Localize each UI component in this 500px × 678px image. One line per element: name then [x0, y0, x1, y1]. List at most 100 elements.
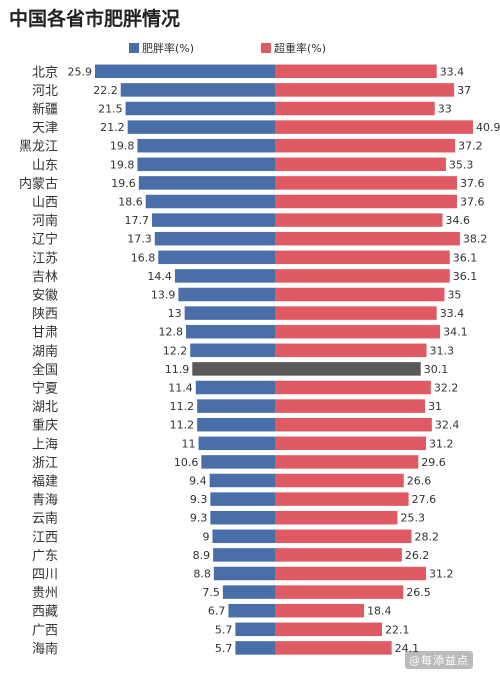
bar-overweight [275, 529, 412, 544]
bar-overweight [275, 64, 437, 79]
watermark: @每添益点 [405, 651, 473, 669]
data-label-overweight: 26.6 [407, 475, 432, 488]
data-label-obesity: 11.9 [165, 363, 190, 376]
bar-obesity [228, 603, 275, 618]
bar-overweight [275, 287, 445, 302]
data-label-obesity: 25.9 [68, 65, 93, 78]
bar-obesity [137, 157, 275, 172]
data-label-obesity: 7.5 [202, 586, 220, 599]
bar-obesity [151, 213, 275, 227]
data-label-obesity: 14.4 [147, 270, 172, 283]
bar-overweight [275, 641, 392, 655]
category-label: 河北 [32, 84, 58, 99]
data-label-obesity: 11.2 [170, 400, 195, 413]
bar-overweight [275, 492, 409, 506]
category-label: 甘肃 [32, 326, 58, 341]
data-label-obesity: 5.7 [215, 642, 233, 655]
data-label-overweight: 33.4 [440, 307, 465, 320]
data-label-overweight: 31 [428, 400, 442, 413]
bar-overweight [275, 176, 458, 190]
bar-obesity [174, 269, 275, 283]
category-label: 浙江 [32, 456, 58, 471]
data-label-overweight: 37.2 [458, 140, 483, 153]
data-label-obesity: 10.6 [174, 456, 199, 469]
category-label: 安徽 [32, 289, 58, 304]
bar-overweight [275, 585, 404, 599]
data-label-overweight: 31.2 [429, 437, 454, 450]
data-label-overweight: 29.6 [421, 456, 446, 469]
data-label-obesity: 8.8 [193, 568, 211, 581]
data-label-obesity: 9.4 [189, 475, 207, 488]
bar-obesity [195, 380, 275, 395]
data-label-obesity: 6.7 [208, 605, 226, 618]
data-label-obesity: 11.2 [170, 419, 195, 432]
data-label-overweight: 24.1 [395, 642, 420, 655]
data-label-obesity: 21.5 [98, 103, 123, 116]
category-label: 四川 [32, 568, 58, 583]
data-label-overweight: 40.9 [476, 121, 500, 134]
data-label-overweight: 30.1 [424, 363, 449, 376]
data-label-overweight: 36.1 [453, 270, 478, 283]
data-label-obesity: 19.8 [110, 158, 135, 171]
legend-swatch-obesity [129, 43, 139, 53]
data-label-overweight: 26.2 [405, 549, 430, 562]
bar-obesity [212, 529, 275, 544]
bar-obesity [178, 287, 275, 302]
bar-overweight [275, 473, 404, 488]
category-label: 青海 [32, 493, 58, 508]
bar-overweight [275, 157, 446, 172]
bar-obesity [158, 250, 275, 265]
category-label: 河南 [32, 213, 58, 229]
bar-obesity [186, 324, 275, 339]
data-label-obesity: 19.6 [111, 177, 136, 190]
category-label: 广东 [32, 549, 58, 564]
data-label-overweight: 37.6 [460, 177, 485, 190]
bar-obesity [198, 436, 275, 451]
bar-overweight [275, 380, 431, 395]
bar-obesity [192, 362, 275, 376]
category-label: 陕西 [32, 307, 58, 322]
bar-overweight [275, 362, 421, 376]
bar-overweight [275, 324, 441, 339]
legend-label-obesity: 肥胖率(%) [142, 42, 195, 55]
bar-obesity [213, 566, 275, 581]
category-label: 全国 [32, 362, 58, 378]
data-label-overweight: 35.3 [449, 158, 474, 171]
bar-overweight [275, 603, 365, 618]
data-label-overweight: 33 [438, 103, 452, 116]
data-label-obesity: 8.9 [193, 549, 211, 562]
category-label: 广西 [32, 623, 58, 638]
category-label: 湖北 [32, 400, 58, 415]
category-label: 西藏 [32, 605, 58, 620]
bar-obesity [197, 399, 275, 413]
data-label-overweight: 35 [447, 289, 461, 302]
bar-overweight [275, 83, 455, 97]
bar-overweight [275, 269, 450, 283]
category-label: 湖南 [32, 343, 58, 359]
bar-overweight [275, 622, 382, 637]
category-label: 重庆 [32, 418, 58, 434]
data-label-obesity: 9.3 [190, 493, 208, 506]
category-label: 辽宁 [32, 232, 58, 248]
bar-obesity [213, 548, 275, 562]
bar-overweight [275, 250, 450, 265]
bar-obesity [137, 138, 275, 153]
data-label-obesity: 19.8 [110, 140, 135, 153]
chart-title: 中国各省市肥胖情况 [9, 8, 181, 30]
bar-overweight [275, 399, 426, 413]
bar-obesity [95, 64, 275, 79]
data-label-obesity: 13 [168, 307, 182, 320]
data-label-obesity: 16.8 [131, 251, 156, 264]
data-label-obesity: 12.8 [159, 326, 184, 339]
bar-obesity [201, 455, 275, 469]
data-label-overweight: 34.6 [446, 214, 471, 227]
bar-overweight [275, 194, 458, 209]
legend-item-overweight: 超重率(%) [261, 40, 326, 56]
legend: 肥胖率(%) 超重率(%) [0, 40, 500, 56]
category-label: 新疆 [32, 102, 58, 118]
data-label-overweight: 27.6 [412, 493, 437, 506]
category-label: 黑龙江 [19, 140, 58, 155]
category-label: 云南 [32, 511, 58, 527]
bar-obesity [210, 492, 275, 506]
